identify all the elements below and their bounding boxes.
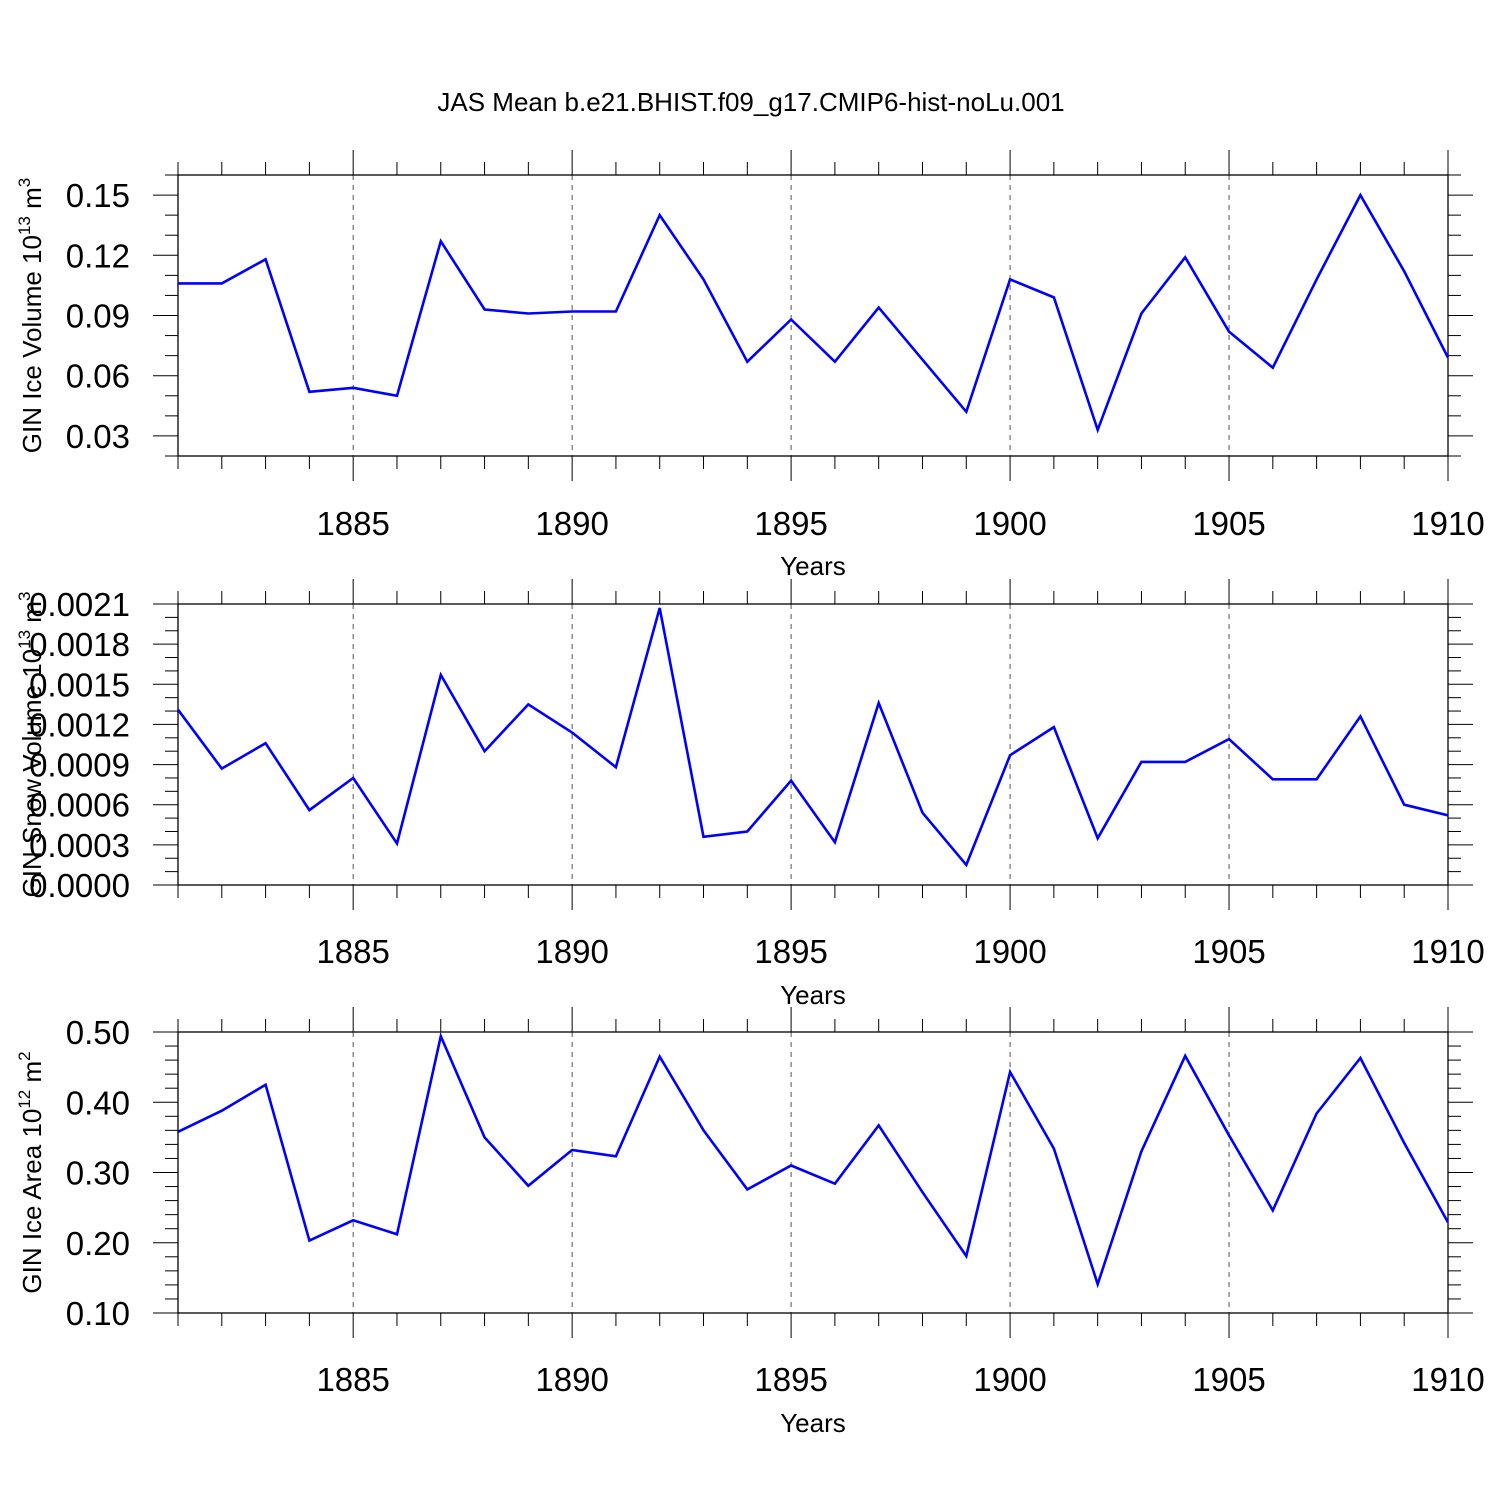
chart-panel-1: 0.03 0.06 0.09 0.12 0.15 1885 1890 1895 1900 1905… [15, 150, 1485, 581]
y-tick-label: 0.0015 [29, 666, 130, 703]
y-tick-label: 0.0012 [29, 706, 130, 743]
x-tick-label: 1890 [535, 933, 608, 970]
chart-panel-3: 0.10 0.20 0.30 0.40 0.50 1885 1890 1895 1900 1905… [15, 1007, 1485, 1438]
x-tick-label: 1900 [973, 1361, 1046, 1398]
y-tick-label: 0.20 [66, 1225, 130, 1262]
series-line [178, 607, 1448, 868]
y-axis-label: GIN Ice Area 1012 m2 [15, 1051, 47, 1293]
x-tick-label: 1900 [973, 505, 1046, 542]
x-tick-label: 1885 [316, 933, 389, 970]
y-tick-label: 0.40 [66, 1084, 130, 1121]
y-tick-label: 0.0000 [29, 867, 130, 904]
x-tick-label: 1905 [1192, 933, 1265, 970]
series-line [178, 1031, 1448, 1289]
x-tick-label: 1910 [1411, 933, 1484, 970]
y-tick-label: 0.03 [66, 418, 130, 455]
plot-frame [177, 1031, 1449, 1314]
y-tick-label: 0.50 [66, 1014, 130, 1051]
y-tick-label: 0.09 [66, 298, 130, 335]
y-tick-label: 0.0018 [29, 626, 130, 663]
y-tick-label: 0.0009 [29, 747, 130, 784]
x-tick-label: 1895 [754, 1361, 827, 1398]
y-tick-label: 0.15 [66, 177, 130, 214]
x-axis-label: Years [780, 551, 846, 581]
y-axis-label: GIN Snow Volume 1013 m3 [15, 592, 47, 898]
chart-title: JAS Mean b.e21.BHIST.f09_g17.CMIP6-hist-… [437, 87, 1064, 117]
y-tick-label: 0.10 [66, 1295, 130, 1332]
chart-panel-2: 0.00000.00030.00060.00090.00120.00150.00… [15, 579, 1485, 1010]
y-tick-label: 0.0021 [29, 586, 130, 623]
y-axis-label: GIN Ice Volume 1013 m3 [15, 178, 47, 454]
x-tick-label: 1895 [754, 505, 827, 542]
y-tick-label: 0.06 [66, 358, 130, 395]
series-line [178, 192, 1448, 434]
x-tick-label: 1890 [535, 1361, 608, 1398]
x-tick-label: 1890 [535, 505, 608, 542]
x-tick-label: 1910 [1411, 1361, 1484, 1398]
x-axis-label: Years [780, 1408, 846, 1438]
x-tick-label: 1905 [1192, 505, 1265, 542]
x-tick-label: 1885 [316, 505, 389, 542]
x-tick-label: 1900 [973, 933, 1046, 970]
y-tick-label: 0.30 [66, 1155, 130, 1192]
x-tick-label: 1905 [1192, 1361, 1265, 1398]
x-tick-label: 1885 [316, 1361, 389, 1398]
x-tick-label: 1910 [1411, 505, 1484, 542]
plot-frame [177, 603, 1449, 886]
plot-frame [177, 174, 1449, 457]
y-tick-label: 0.0006 [29, 787, 130, 824]
y-tick-label: 0.12 [66, 237, 130, 274]
x-axis-label: Years [780, 980, 846, 1010]
y-tick-label: 0.0003 [29, 827, 130, 864]
x-tick-label: 1895 [754, 933, 827, 970]
